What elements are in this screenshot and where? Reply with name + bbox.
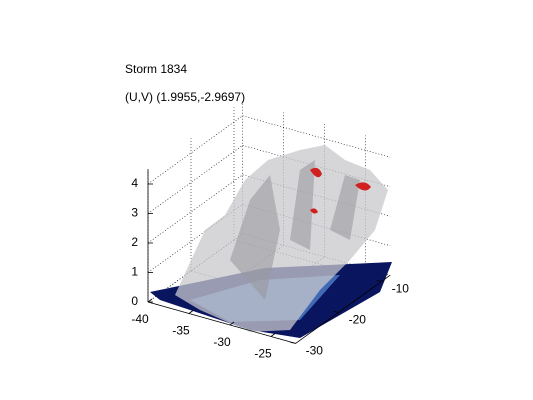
y-axis <box>295 274 391 344</box>
z-tick-label: 3 <box>131 206 138 220</box>
x-tick-label: -25 <box>254 347 272 361</box>
surface <box>150 145 392 338</box>
x-tick-label: -35 <box>172 324 190 338</box>
isosurface <box>175 145 388 332</box>
chart-subtitle: (U,V) (1.9955,-2.9697) <box>125 90 245 104</box>
y-tick-label: -10 <box>392 282 410 296</box>
x-tick-label: -30 <box>213 335 231 349</box>
grid-line <box>147 115 243 185</box>
y-tick-label: -30 <box>306 344 324 358</box>
y-tick <box>290 342 296 344</box>
y-tick <box>333 311 339 313</box>
chart-title: Storm 1834 <box>125 62 187 76</box>
x-tick <box>229 321 235 326</box>
z-tick-label: 4 <box>131 176 138 190</box>
x-tick <box>270 333 276 337</box>
x-tick <box>147 298 153 303</box>
y-tick <box>376 280 382 282</box>
y-tick-label: -20 <box>349 313 367 327</box>
x-tick-label: -40 <box>131 312 149 326</box>
x-tick <box>188 310 194 314</box>
red-core <box>310 167 371 214</box>
grid-line <box>147 145 243 214</box>
axes: 0 1 2 3 4 -40 -35 -30 -25 -30 -20 -10 <box>131 169 410 361</box>
z-tick-label: 1 <box>131 265 138 279</box>
z-tick-label: 0 <box>131 294 138 308</box>
isosurface-shade <box>230 160 360 300</box>
z-tick-label: 2 <box>131 235 138 249</box>
